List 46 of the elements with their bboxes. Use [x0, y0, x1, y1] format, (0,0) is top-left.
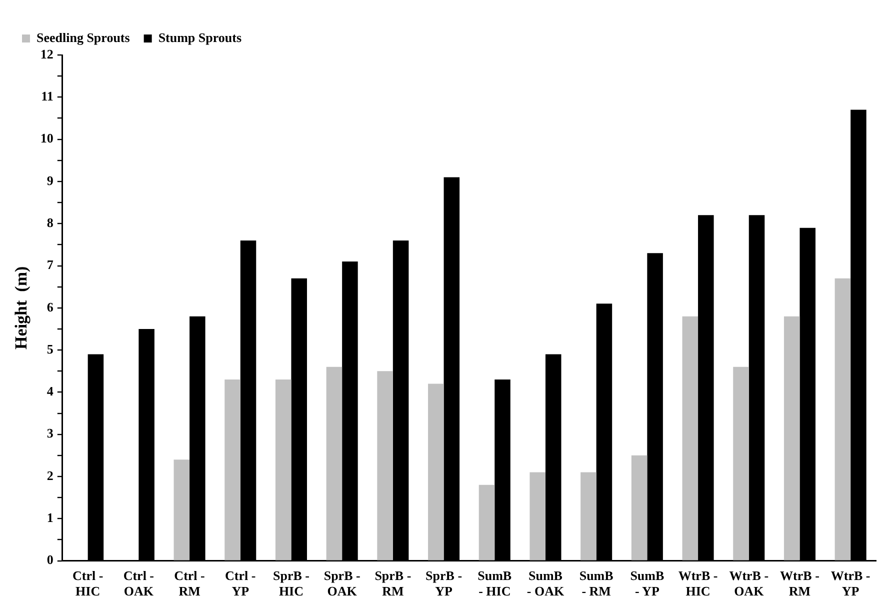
bar	[733, 366, 749, 560]
legend-label: Seedling Sprouts	[36, 30, 130, 45]
y-tick-label: 6	[46, 299, 54, 314]
x-tick-label: SprB - HIC	[272, 568, 310, 599]
y-tick-label: 9	[46, 172, 54, 188]
x-tick-label: Ctrl - RM	[174, 568, 205, 599]
y-tick-label: 8	[46, 214, 54, 230]
bar	[631, 455, 648, 560]
bar	[224, 380, 240, 560]
y-tick-label: 0	[46, 552, 54, 568]
y-tick-label: 12	[40, 46, 54, 62]
x-tick-label: SumB - HIC	[478, 568, 512, 599]
y-tick-label: 10	[40, 130, 54, 146]
bar	[580, 472, 596, 560]
x-tick-label: SprB - OAK	[324, 568, 360, 599]
y-axis-title: Height (m)	[12, 266, 31, 350]
x-tick-label: SumB - YP	[630, 568, 664, 599]
x-tick-label: SumB - OAK	[526, 568, 565, 599]
legend-label: Stump Sprouts	[158, 30, 242, 45]
x-tick-label: WtrB - RM	[780, 568, 820, 599]
bar	[784, 316, 800, 560]
bar	[478, 484, 495, 560]
x-tick-label: SprB - YP	[426, 568, 462, 599]
x-tick-label: SprB - RM	[374, 568, 412, 599]
bar	[275, 380, 292, 560]
bar	[377, 371, 393, 560]
bar	[682, 316, 698, 560]
x-tick-label: WtrB - HIC	[678, 568, 718, 599]
y-tick-label: 7	[46, 257, 54, 272]
x-tick-label: Ctrl - OAK	[123, 568, 154, 599]
x-tick-label: Ctrl - HIC	[72, 568, 104, 599]
x-tick-label: SumB - RM	[579, 568, 614, 599]
y-tick-label: 1	[46, 510, 54, 526]
bar	[428, 384, 444, 560]
y-tick-label: 4	[46, 384, 54, 399]
x-tick-label: Ctrl - YP	[225, 568, 256, 599]
bar	[834, 278, 851, 560]
bar	[174, 460, 190, 560]
x-tick-label: WtrB - OAK	[729, 568, 769, 599]
y-tick-label: 3	[46, 426, 54, 441]
bar	[326, 366, 342, 560]
y-tick-label: 2	[46, 468, 54, 483]
bar	[530, 472, 546, 560]
x-tick-label: WtrB - YP	[830, 568, 870, 599]
y-tick-label: 11	[41, 88, 54, 104]
y-tick-label: 5	[46, 341, 54, 356]
